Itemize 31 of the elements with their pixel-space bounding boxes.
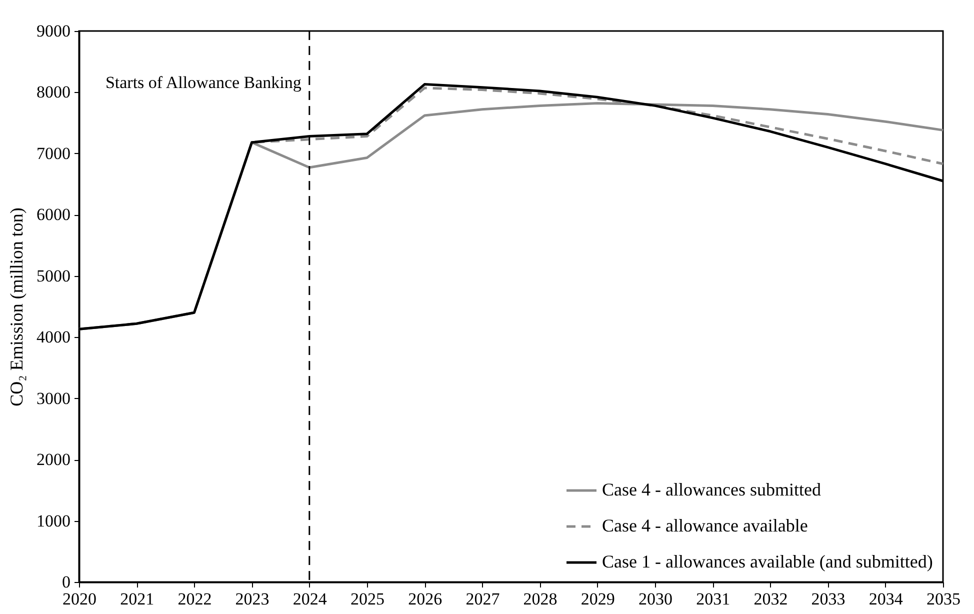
y-tick-label: 5000 (36, 266, 70, 286)
y-tick-label: 7000 (36, 144, 70, 163)
x-tick-label: 2032 (754, 590, 788, 608)
y-axis-title: CO₂ Emission (million ton) (6, 208, 26, 406)
y-tick-label: 8000 (36, 82, 70, 102)
x-tick-label: 2033 (811, 590, 846, 608)
y-tick-label: 0 (62, 572, 70, 592)
x-tick-label: 2035 (926, 590, 960, 608)
legend-label: Case 1 - allowances available (and submitted) (602, 552, 933, 572)
x-tick-label: 2026 (408, 590, 442, 608)
x-tick-label: 2029 (580, 590, 615, 608)
x-tick-label: 2021 (120, 590, 154, 608)
legend-label: Case 4 - allowances submitted (602, 480, 821, 500)
x-tick-label: 2022 (178, 590, 212, 608)
x-tick-label: 2027 (466, 590, 500, 608)
y-tick-label: 6000 (36, 205, 70, 224)
x-tick-label: 2025 (350, 590, 384, 608)
x-tick-label: 2024 (292, 590, 328, 608)
x-tick-label: 2034 (868, 590, 904, 608)
y-tick-label: 3000 (36, 388, 70, 408)
x-tick-label: 2023 (235, 590, 270, 608)
x-tick-label: 2030 (638, 590, 672, 608)
x-tick-label: 2020 (62, 590, 96, 608)
y-tick-label: 4000 (36, 328, 70, 347)
y-tick-label: 2000 (36, 450, 70, 470)
y-tick-label: 9000 (36, 22, 70, 40)
ref-line-label: Starts of Allowance Banking (105, 73, 302, 92)
y-tick-label: 1000 (36, 511, 70, 530)
x-tick-label: 2028 (523, 590, 558, 608)
x-tick-label: 2031 (696, 590, 730, 608)
legend-label: Case 4 - allowance available (602, 516, 808, 536)
